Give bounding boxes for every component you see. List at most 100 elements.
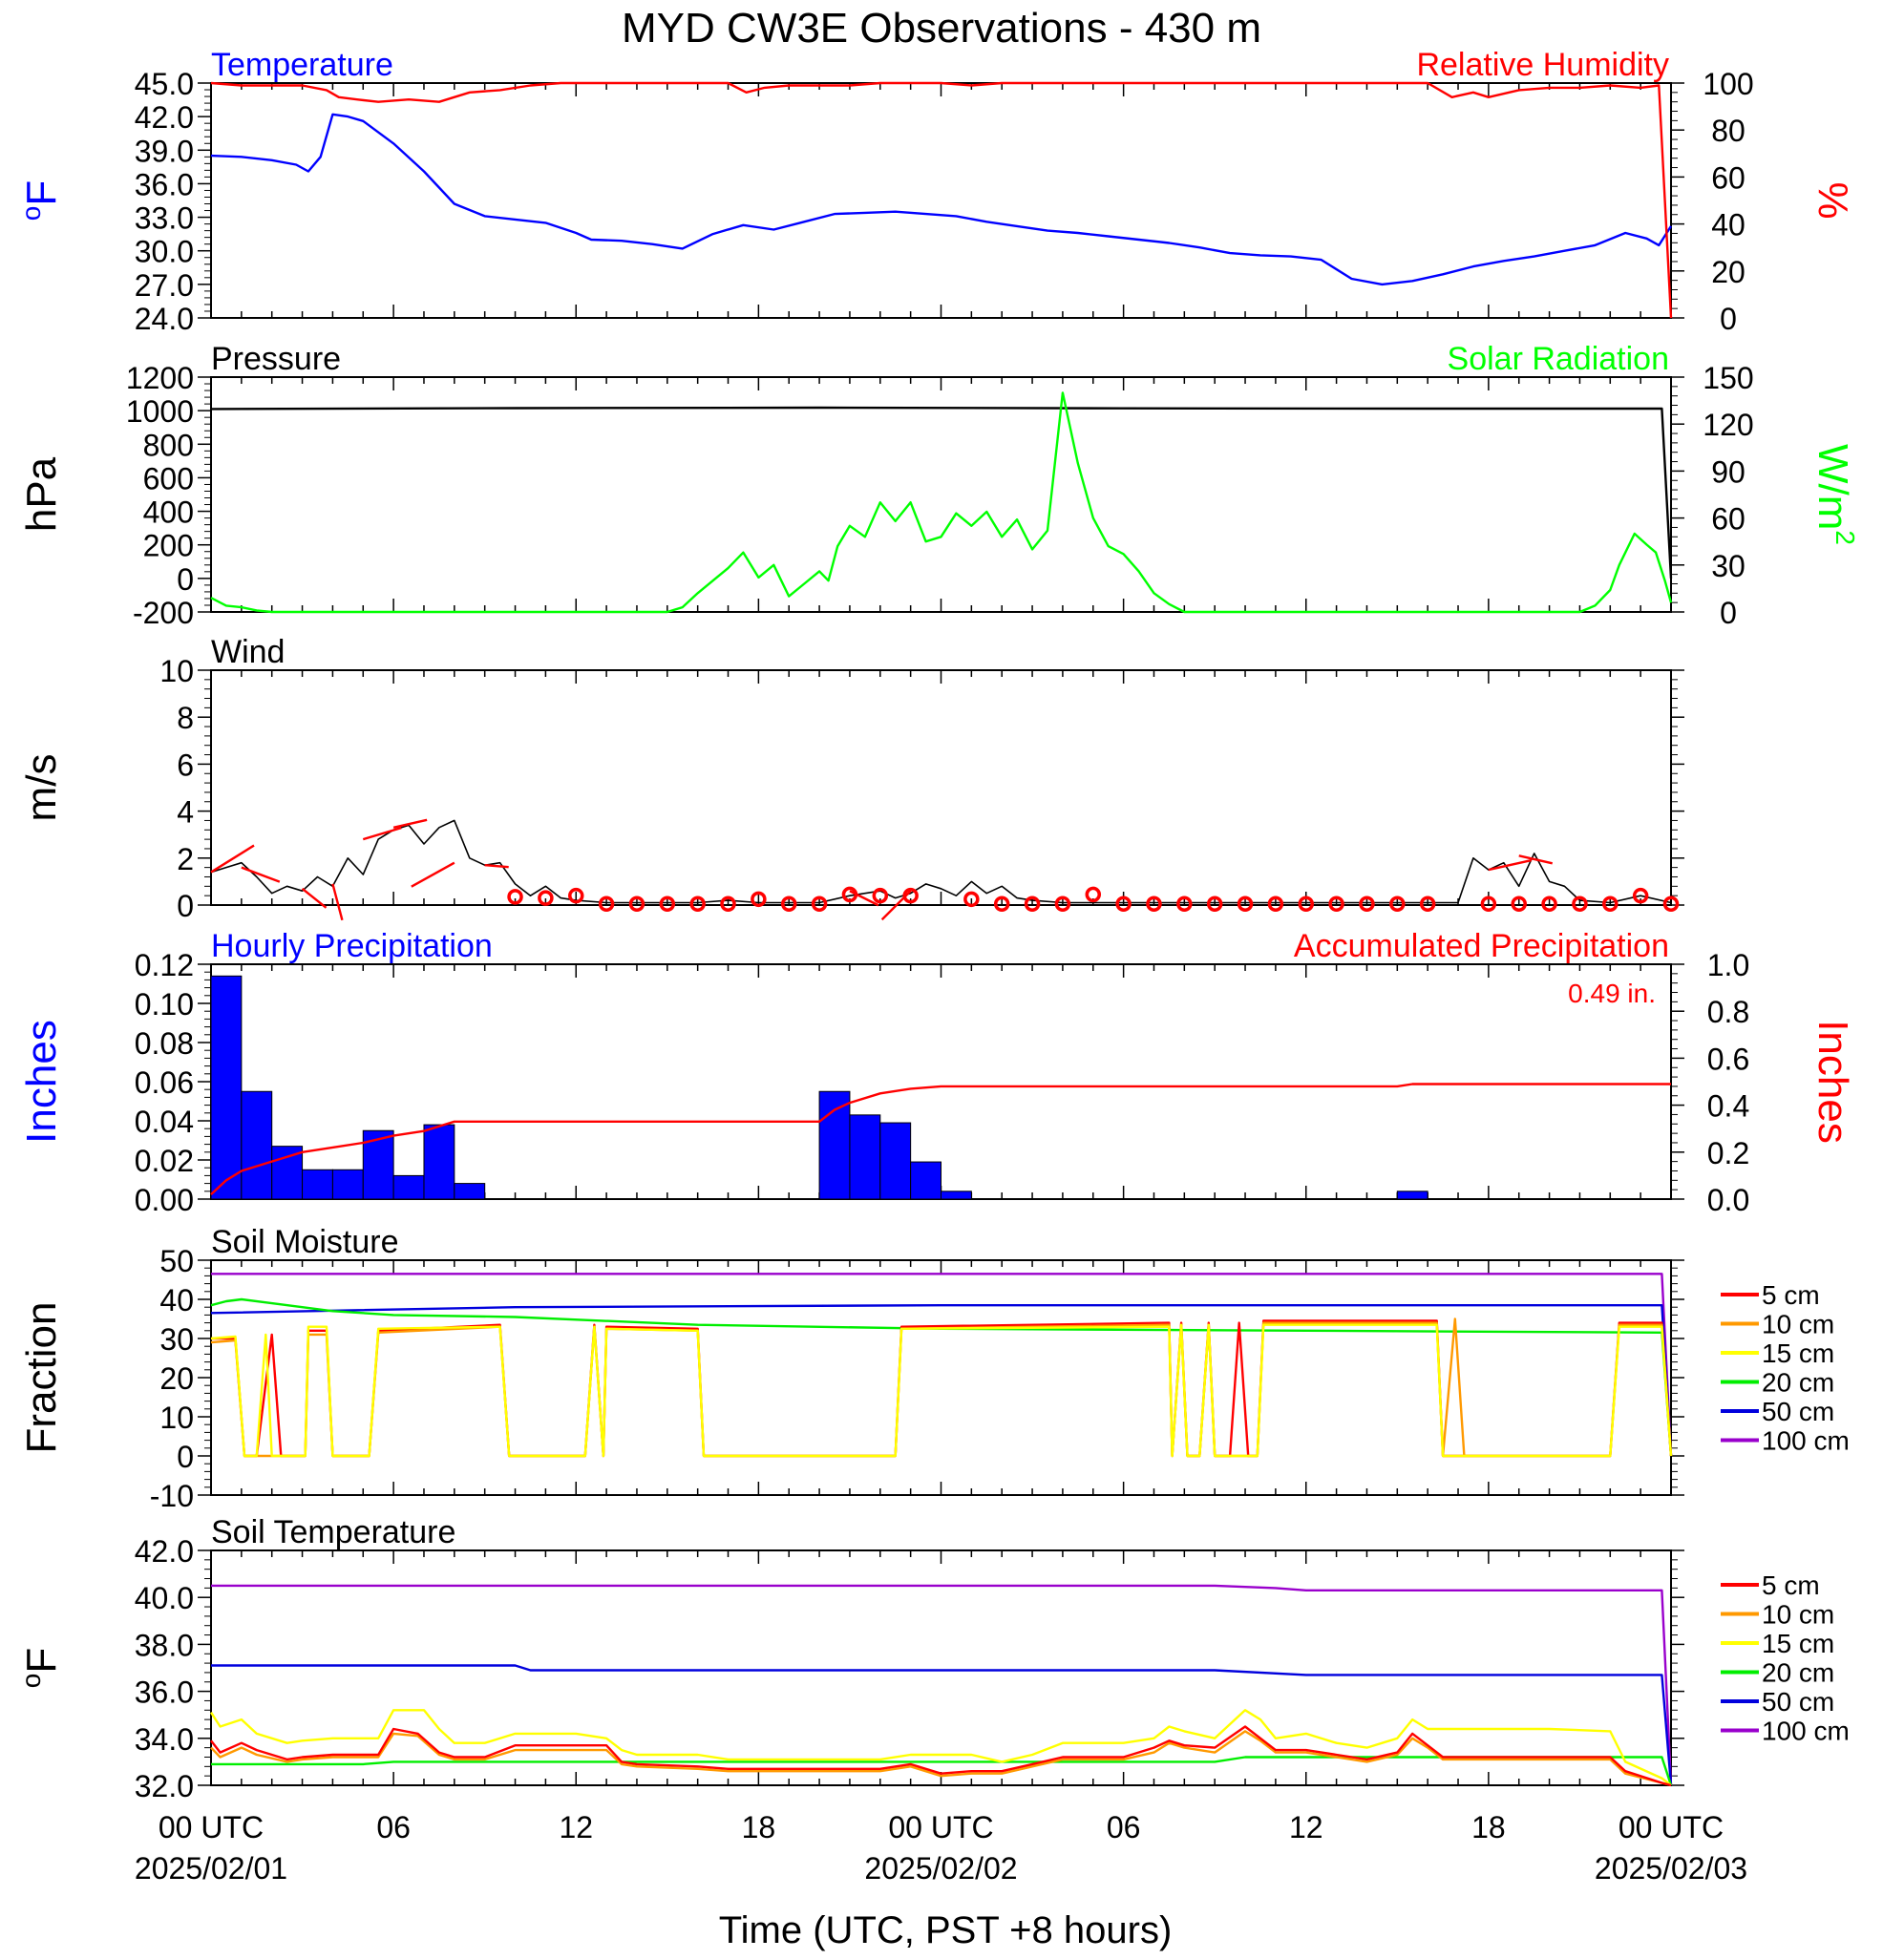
y-tick-label-left: 0.04	[135, 1105, 194, 1139]
y-axis-label-right: Inches	[1809, 1020, 1856, 1144]
legend-label: 100 cm	[1762, 1426, 1850, 1456]
panel-title-left: Pressure	[211, 341, 341, 377]
calm-wind-circle	[689, 896, 706, 913]
y-axis-label-left: Inches	[18, 1020, 65, 1144]
y-tick-label-left: 36.0	[135, 1675, 194, 1710]
precip-bar	[241, 1090, 273, 1200]
precip-bar	[271, 1146, 304, 1200]
x-tick-label: 12	[1289, 1810, 1323, 1844]
plot-frame	[210, 82, 1672, 319]
y-tick-label-left: 0.10	[135, 987, 194, 1022]
legend-label: 20 cm	[1762, 1368, 1834, 1398]
y-tick-label-right: 0.4	[1707, 1089, 1749, 1124]
precip-bar	[454, 1183, 486, 1200]
calm-wind-circle	[1115, 896, 1132, 913]
y-tick-label-left: 10	[159, 654, 194, 688]
panel-2: 0 2 4 6 8 10 Wind m/s	[18, 634, 1684, 923]
y-tick-label-left: -10	[150, 1479, 194, 1513]
calm-wind-circle	[1359, 896, 1375, 913]
calm-wind-circle	[1024, 896, 1041, 913]
y-axis-label-right: W/m2	[1809, 444, 1860, 545]
calm-wind-circle	[963, 891, 980, 908]
y-tick-label-right: 90	[1711, 454, 1745, 489]
x-tick-label: 06	[1107, 1810, 1141, 1844]
wind-barb	[331, 883, 344, 921]
y-tick-label-left: 33.0	[135, 201, 194, 236]
calm-wind-circle	[1054, 896, 1071, 913]
wind-barb	[362, 826, 402, 841]
precip-bar	[1396, 1191, 1428, 1200]
precip-bar	[849, 1114, 881, 1200]
calm-wind-circle	[1206, 896, 1223, 913]
calm-wind-circle	[872, 887, 889, 904]
y-tick-label-right: 80	[1711, 114, 1745, 148]
calm-wind-circle	[1298, 896, 1314, 913]
y-tick-label-left: 4	[177, 795, 194, 830]
calm-wind-circle	[1632, 887, 1649, 904]
legend-label: 5 cm	[1762, 1280, 1820, 1310]
y-tick-label-left: 0	[177, 889, 194, 923]
y-tick-label-left: 39.0	[135, 134, 194, 168]
panel-title-left: Temperature	[211, 47, 393, 83]
x-tick-label: 18	[742, 1810, 776, 1844]
y-tick-label-right: 20	[1711, 255, 1745, 289]
panel-3: 0.00 0.02 0.04 0.06 0.08 0.10 0.12 0.0 0.2 0.4 0.6…	[18, 928, 1856, 1217]
x-tick-label: 06	[376, 1810, 411, 1844]
legend-label: 100 cm	[1762, 1717, 1850, 1746]
x-axis-label: Time (UTC, PST +8 hours)	[719, 1909, 1173, 1951]
calm-wind-circle	[1541, 896, 1557, 913]
series-st15	[209, 1709, 1672, 1786]
calm-wind-circle	[1389, 896, 1406, 913]
y-tick-label-right: 60	[1711, 502, 1745, 537]
x-tick-label: 00 UTC	[888, 1810, 993, 1844]
x-tick-date: 2025/02/01	[135, 1851, 287, 1886]
panel-title-right: Accumulated Precipitation	[1294, 928, 1669, 964]
y-tick-label-right: 40	[1711, 208, 1745, 242]
wind-barb	[411, 861, 455, 888]
series-sm15	[210, 1323, 1673, 1458]
calm-wind-circle	[568, 887, 584, 904]
y-tick-label-left: 600	[143, 461, 194, 495]
y-tick-label-left: 0	[177, 1440, 194, 1474]
y-tick-label-left: 42.0	[135, 100, 194, 135]
y-tick-label-right: 0.2	[1707, 1136, 1749, 1170]
y-tick-label-left: 0.00	[135, 1183, 194, 1217]
y-tick-label-left: 30.0	[135, 235, 194, 269]
legend-label: 5 cm	[1762, 1570, 1820, 1600]
series-st10	[210, 1730, 1672, 1787]
series-wind	[210, 819, 1672, 904]
y-tick-label-right: 1.0	[1707, 948, 1749, 982]
y-tick-label-left: 45.0	[135, 67, 194, 101]
series-accum_precip	[210, 1083, 1671, 1195]
calm-wind-circle	[841, 886, 858, 903]
wind-barb	[1488, 858, 1533, 872]
y-tick-label-right: 100	[1703, 67, 1753, 101]
series-humidity	[210, 81, 1673, 319]
calm-wind-circle	[1237, 896, 1254, 913]
y-tick-label-left: 0	[177, 562, 194, 597]
y-tick-label-left: 800	[143, 428, 194, 462]
legend-label: 20 cm	[1762, 1658, 1834, 1688]
y-axis-label-left: oF	[16, 1648, 65, 1688]
y-tick-label-left: 0.12	[135, 948, 194, 982]
calm-wind-circle	[1572, 896, 1588, 913]
legend-label: 15 cm	[1762, 1338, 1834, 1368]
y-tick-label-left: 10	[159, 1401, 194, 1435]
y-tick-label-right: 0.6	[1707, 1042, 1749, 1076]
panel-title-left: Hourly Precipitation	[211, 928, 493, 964]
calm-wind-circle	[507, 889, 523, 905]
y-tick-label-left: 2	[177, 842, 194, 876]
legend-label: 50 cm	[1762, 1397, 1834, 1426]
calm-wind-circle	[1176, 896, 1193, 913]
y-tick-label-left: 40	[159, 1283, 194, 1317]
y-tick-label-left: 20	[159, 1361, 194, 1396]
y-axis-label-left: hPa	[18, 456, 65, 532]
series-st100	[211, 1584, 1673, 1786]
x-tick-date: 2025/02/02	[864, 1851, 1017, 1886]
legend-label: 10 cm	[1762, 1310, 1834, 1339]
y-tick-label-right: 120	[1703, 408, 1753, 442]
y-axis-label-left: oF	[16, 180, 65, 221]
precip-bar	[331, 1169, 364, 1200]
panel-5: 32.0 34.0 36.0 38.0 40.0 42.0 Soil Temperature…	[16, 1514, 1850, 1803]
